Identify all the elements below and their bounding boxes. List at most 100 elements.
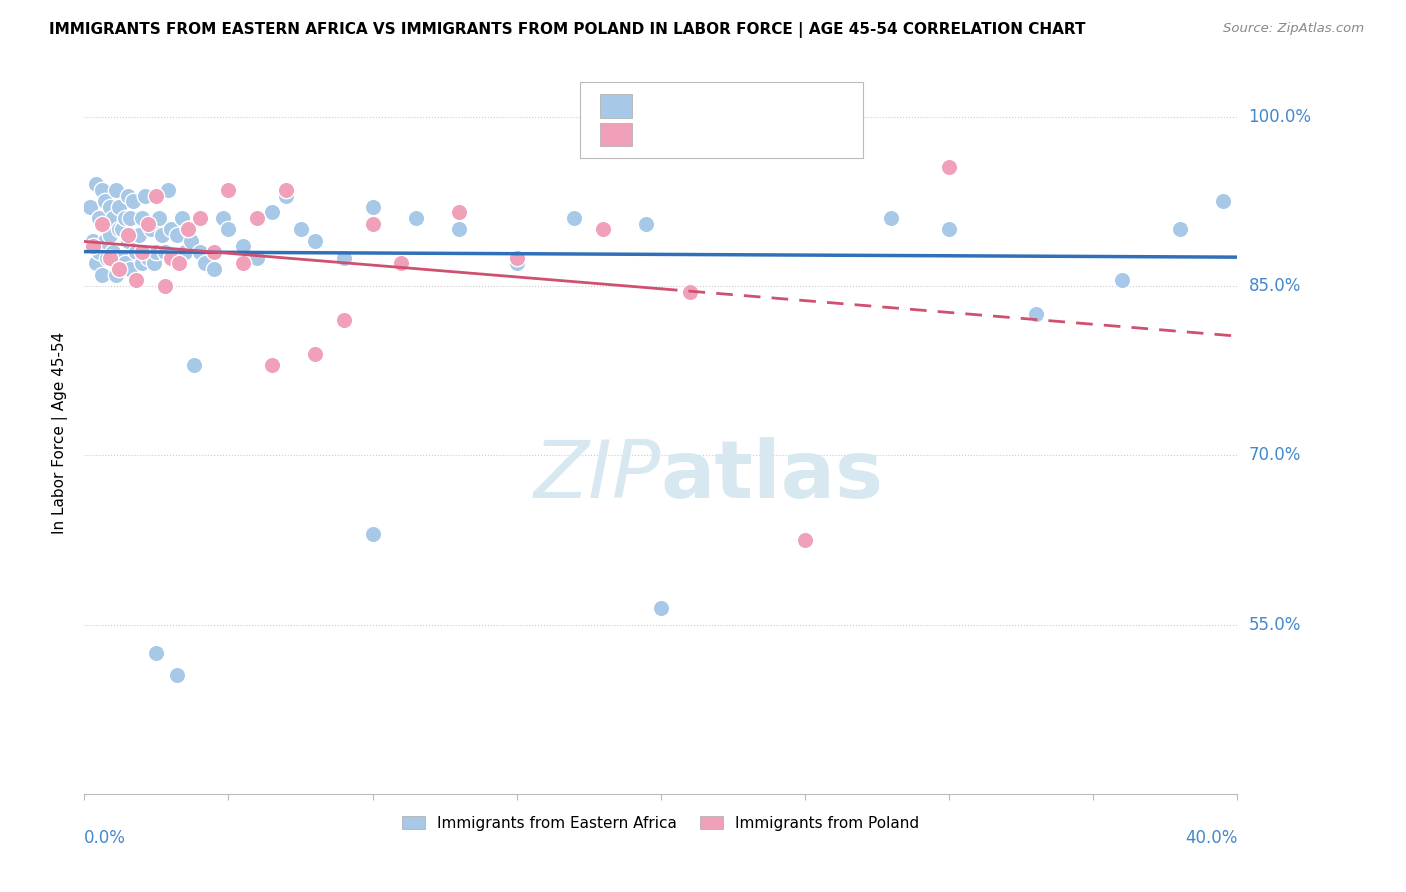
Point bbox=[1212, 194, 1234, 209]
Point bbox=[177, 222, 200, 236]
Point bbox=[156, 183, 179, 197]
Point bbox=[82, 239, 104, 253]
Point bbox=[120, 211, 142, 226]
Point bbox=[114, 211, 136, 226]
Point bbox=[172, 211, 194, 226]
Point bbox=[1168, 222, 1191, 236]
Point bbox=[131, 211, 153, 226]
Point bbox=[679, 285, 702, 299]
Point bbox=[169, 256, 191, 270]
Point bbox=[98, 200, 121, 214]
Point bbox=[153, 278, 176, 293]
Point bbox=[405, 211, 427, 226]
Y-axis label: In Labor Force | Age 45-54: In Labor Force | Age 45-54 bbox=[52, 332, 69, 533]
Point bbox=[592, 222, 614, 236]
Point bbox=[177, 222, 200, 236]
Text: 85.0%: 85.0% bbox=[1249, 277, 1301, 295]
Point bbox=[194, 256, 217, 270]
Point bbox=[148, 211, 170, 226]
Point bbox=[707, 137, 730, 152]
Point bbox=[333, 251, 356, 265]
Text: atlas: atlas bbox=[661, 437, 884, 515]
Point bbox=[218, 183, 240, 197]
Point bbox=[202, 244, 225, 259]
Point bbox=[163, 251, 186, 265]
Point bbox=[1111, 273, 1133, 287]
Point bbox=[188, 211, 211, 226]
Point bbox=[87, 244, 110, 259]
Point bbox=[211, 211, 233, 226]
Legend: Immigrants from Eastern Africa, Immigrants from Poland: Immigrants from Eastern Africa, Immigran… bbox=[396, 810, 925, 837]
Point bbox=[1025, 307, 1047, 321]
Point bbox=[938, 161, 960, 175]
Point bbox=[90, 217, 112, 231]
Point bbox=[260, 205, 283, 219]
Point bbox=[145, 244, 167, 259]
Point bbox=[218, 222, 240, 236]
Point bbox=[98, 228, 121, 243]
Point bbox=[84, 256, 107, 270]
Point bbox=[111, 222, 134, 236]
Point bbox=[361, 527, 384, 541]
Point bbox=[183, 358, 205, 372]
Point bbox=[650, 600, 672, 615]
Point bbox=[82, 234, 104, 248]
Point bbox=[506, 251, 529, 265]
Point bbox=[188, 244, 211, 259]
Point bbox=[333, 312, 356, 326]
Point bbox=[114, 256, 136, 270]
Point bbox=[153, 244, 176, 259]
Point bbox=[246, 211, 269, 226]
Point bbox=[103, 211, 124, 226]
Point bbox=[160, 222, 183, 236]
Text: IMMIGRANTS FROM EASTERN AFRICA VS IMMIGRANTS FROM POLAND IN LABOR FORCE | AGE 45: IMMIGRANTS FROM EASTERN AFRICA VS IMMIGR… bbox=[49, 22, 1085, 38]
Point bbox=[120, 261, 142, 276]
Point bbox=[169, 256, 191, 270]
Point bbox=[84, 178, 107, 192]
Point bbox=[105, 183, 128, 197]
Point bbox=[111, 251, 134, 265]
Point bbox=[794, 120, 817, 135]
FancyBboxPatch shape bbox=[600, 123, 633, 145]
Point bbox=[166, 228, 188, 243]
Point bbox=[276, 183, 298, 197]
Text: R =  0.146   N =  76: R = 0.146 N = 76 bbox=[644, 98, 806, 113]
Point bbox=[117, 228, 139, 243]
Point bbox=[90, 183, 112, 197]
Point bbox=[166, 668, 188, 682]
Point bbox=[117, 188, 139, 202]
Point bbox=[136, 217, 159, 231]
Point bbox=[449, 205, 471, 219]
Point bbox=[180, 234, 202, 248]
Point bbox=[174, 244, 197, 259]
Point bbox=[96, 217, 118, 231]
Point bbox=[134, 188, 156, 202]
Point bbox=[150, 228, 173, 243]
Text: 40.0%: 40.0% bbox=[1185, 829, 1237, 847]
Text: R =  0.442   N =  30: R = 0.442 N = 30 bbox=[644, 127, 806, 142]
Point bbox=[246, 251, 269, 265]
Point bbox=[145, 646, 167, 660]
Point bbox=[122, 194, 145, 209]
Point bbox=[276, 188, 298, 202]
Point bbox=[794, 533, 817, 547]
Point bbox=[202, 261, 225, 276]
FancyBboxPatch shape bbox=[581, 82, 863, 158]
Point bbox=[361, 217, 384, 231]
Text: 55.0%: 55.0% bbox=[1249, 615, 1301, 633]
Point bbox=[139, 222, 162, 236]
Point bbox=[87, 211, 110, 226]
Point bbox=[232, 239, 254, 253]
Point bbox=[125, 273, 148, 287]
Point bbox=[93, 194, 115, 209]
Point bbox=[90, 268, 112, 282]
Point bbox=[105, 268, 128, 282]
Point bbox=[131, 256, 153, 270]
Point bbox=[136, 251, 159, 265]
Text: 0.0%: 0.0% bbox=[84, 829, 127, 847]
FancyBboxPatch shape bbox=[600, 95, 633, 118]
Point bbox=[391, 256, 413, 270]
Point bbox=[304, 346, 326, 360]
Point bbox=[160, 251, 183, 265]
Text: 70.0%: 70.0% bbox=[1249, 446, 1301, 464]
